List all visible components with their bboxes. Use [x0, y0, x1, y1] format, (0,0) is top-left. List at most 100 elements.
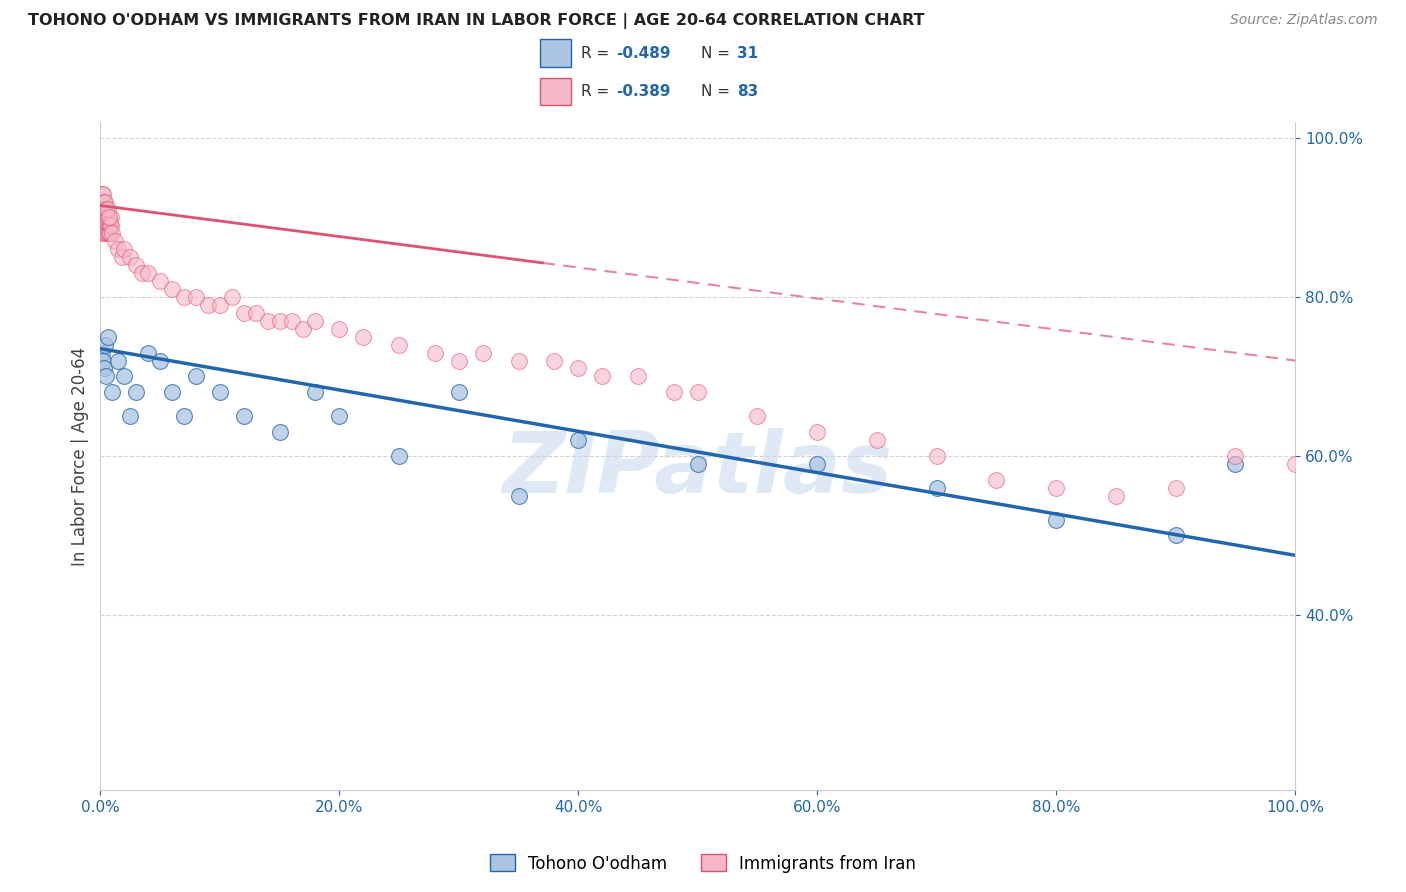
Point	[93, 211, 115, 225]
Point	[93, 219, 115, 233]
Point	[747, 409, 769, 424]
Point	[232, 409, 254, 424]
Point	[208, 298, 231, 312]
Point	[90, 211, 112, 225]
Point	[100, 211, 122, 225]
Point	[256, 314, 278, 328]
Point	[101, 227, 124, 241]
Text: R =: R =	[581, 84, 614, 99]
Point	[125, 385, 148, 400]
Point	[1225, 457, 1247, 471]
Point	[93, 202, 115, 217]
Point	[100, 219, 122, 233]
Text: -0.389: -0.389	[616, 84, 671, 99]
Point	[94, 227, 117, 241]
Point	[184, 290, 207, 304]
Point	[1105, 489, 1128, 503]
Point	[149, 353, 172, 368]
Point	[97, 227, 120, 241]
Point	[197, 298, 219, 312]
Text: 31: 31	[737, 45, 758, 61]
Point	[866, 433, 889, 447]
Point	[93, 194, 115, 209]
Point	[93, 194, 115, 209]
Point	[925, 449, 948, 463]
Point	[96, 227, 118, 241]
Text: R =: R =	[581, 45, 614, 61]
Point	[98, 227, 121, 241]
Point	[567, 433, 589, 447]
Point	[90, 186, 112, 201]
Point	[328, 322, 350, 336]
Point	[107, 242, 129, 256]
Point	[543, 353, 565, 368]
Point	[96, 202, 118, 217]
Y-axis label: In Labor Force | Age 20-64: In Labor Force | Age 20-64	[72, 346, 89, 566]
Point	[96, 369, 118, 384]
FancyBboxPatch shape	[540, 39, 571, 67]
Point	[208, 385, 231, 400]
Point	[96, 329, 118, 343]
Point	[125, 258, 148, 272]
Point	[97, 219, 120, 233]
Point	[98, 219, 121, 233]
Point	[90, 345, 112, 359]
Point	[1045, 512, 1067, 526]
Point	[111, 250, 134, 264]
Point	[447, 385, 470, 400]
Point	[94, 202, 117, 217]
Point	[96, 211, 118, 225]
Point	[388, 337, 411, 351]
Point	[149, 274, 172, 288]
Point	[91, 202, 114, 217]
Point	[388, 449, 411, 463]
Point	[662, 385, 685, 400]
Point	[94, 211, 117, 225]
Legend: Tohono O'odham, Immigrants from Iran: Tohono O'odham, Immigrants from Iran	[484, 847, 922, 880]
Point	[591, 369, 613, 384]
Point	[94, 219, 117, 233]
Point	[1284, 457, 1306, 471]
Point	[184, 369, 207, 384]
Point	[91, 194, 114, 209]
Point	[508, 353, 530, 368]
Point	[627, 369, 650, 384]
Point	[304, 385, 326, 400]
Point	[160, 282, 183, 296]
Point	[567, 361, 589, 376]
Point	[93, 361, 115, 376]
Point	[107, 353, 129, 368]
Point	[160, 385, 183, 400]
Point	[269, 425, 291, 439]
Point	[90, 202, 112, 217]
Point	[90, 227, 112, 241]
Point	[120, 409, 142, 424]
Point	[96, 202, 118, 217]
Point	[91, 211, 114, 225]
Point	[280, 314, 302, 328]
Text: Source: ZipAtlas.com: Source: ZipAtlas.com	[1230, 13, 1378, 28]
Text: 83: 83	[737, 84, 758, 99]
Point	[97, 211, 120, 225]
Point	[96, 219, 118, 233]
Point	[91, 353, 114, 368]
Point	[90, 194, 112, 209]
Point	[1164, 481, 1187, 495]
Point	[96, 219, 118, 233]
Point	[269, 314, 291, 328]
Point	[96, 211, 118, 225]
Point	[112, 242, 135, 256]
Text: -0.489: -0.489	[616, 45, 671, 61]
Point	[1045, 481, 1067, 495]
Point	[96, 202, 118, 217]
Point	[101, 385, 124, 400]
Point	[120, 250, 142, 264]
Point	[986, 473, 1008, 487]
Point	[94, 337, 117, 351]
Point	[806, 457, 828, 471]
FancyBboxPatch shape	[540, 78, 571, 105]
Point	[1225, 449, 1247, 463]
Text: ZIPatlas: ZIPatlas	[502, 428, 893, 511]
Point	[96, 227, 118, 241]
Point	[352, 329, 374, 343]
